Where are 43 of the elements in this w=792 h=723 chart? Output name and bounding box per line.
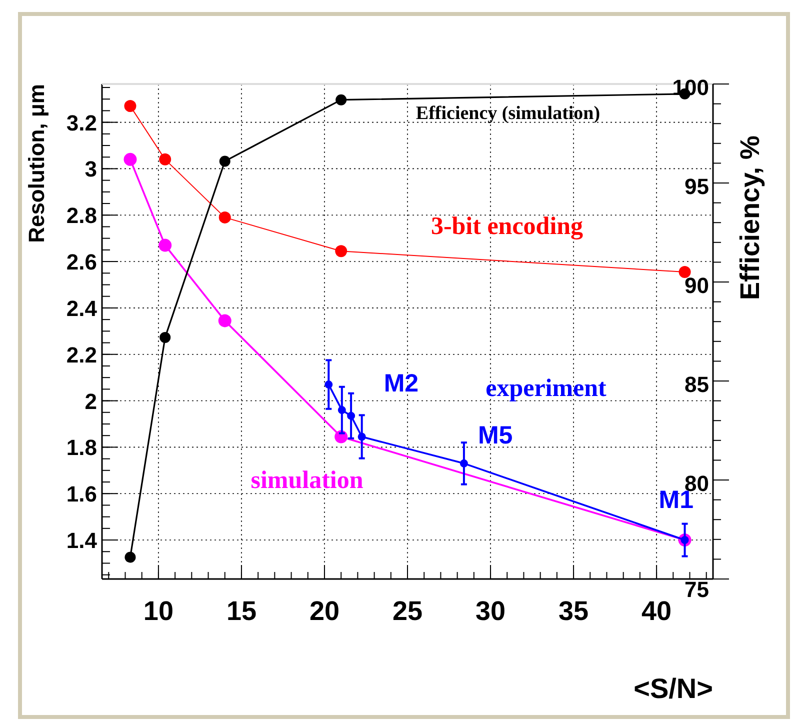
x-tick-label: 30 xyxy=(475,596,506,626)
y2-tick-label: 95 xyxy=(684,174,709,199)
y-tick-label: 2.8 xyxy=(66,203,97,228)
point xyxy=(124,152,137,166)
point xyxy=(158,238,172,252)
y-tick-label: 3.2 xyxy=(66,110,97,136)
y-tick-label: 1.4 xyxy=(66,528,98,554)
series-label: Efficiency (simulation) xyxy=(416,103,600,124)
point xyxy=(324,380,333,389)
y-tick-label: 2.6 xyxy=(66,250,97,275)
y-tick-label: 2 xyxy=(84,388,97,414)
x-tick-label: 35 xyxy=(558,596,589,626)
text: experiment xyxy=(486,375,608,402)
annotation: M5 xyxy=(478,421,513,450)
x-axis-title: <S/N> xyxy=(634,673,713,704)
point xyxy=(678,266,691,278)
y-axis-title: Resolution, μm xyxy=(24,84,49,243)
point xyxy=(460,459,468,468)
point xyxy=(218,314,232,328)
point xyxy=(338,406,346,414)
point xyxy=(347,412,356,420)
x-tick-label: 10 xyxy=(143,596,174,626)
series-label: simulation xyxy=(250,467,364,494)
y2-axis-title: Efficiency, % xyxy=(735,135,765,300)
y-tick-label: 2.2 xyxy=(66,342,97,368)
point xyxy=(159,153,172,166)
y-tick-label: 1.6 xyxy=(66,482,97,507)
y-tick-label: 3 xyxy=(84,156,97,182)
y-tick-label: 2.4 xyxy=(66,296,98,321)
x-tick-label: 20 xyxy=(309,596,340,626)
point xyxy=(358,432,366,441)
point xyxy=(335,245,348,258)
y2-tick-label: 90 xyxy=(684,273,709,298)
y-tick-label: 1.8 xyxy=(66,435,97,460)
y2-tick-label: 75 xyxy=(684,577,709,602)
series-label: 3-bit encoding xyxy=(430,213,584,240)
x-tick-label: 15 xyxy=(226,596,256,626)
annotation: M2 xyxy=(384,370,419,398)
y2-tick-label: 85 xyxy=(684,372,709,397)
point xyxy=(124,100,136,112)
point xyxy=(218,211,231,224)
x-tick-label: 40 xyxy=(642,596,672,626)
x-tick-label: 25 xyxy=(392,596,423,626)
